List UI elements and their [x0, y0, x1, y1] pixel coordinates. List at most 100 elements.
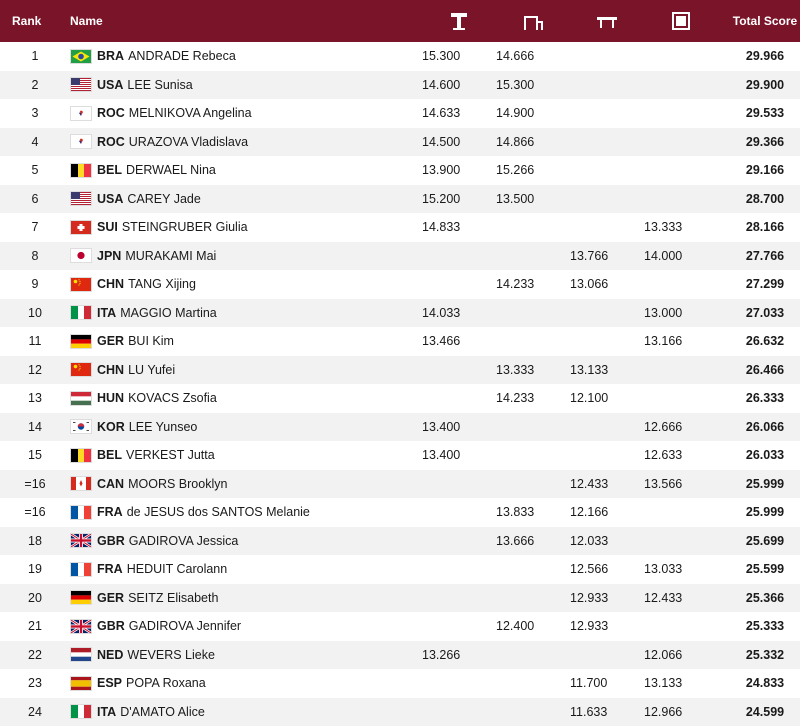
table-row[interactable]: 12 CHN LU Yufei 13.333 13.133 26.466 [0, 355, 800, 385]
table-row[interactable]: 15 BEL VERKEST Jutta 13.400 12.633 26.033 [0, 441, 800, 470]
total-score: 26.466 [745, 362, 785, 377]
header-rank: Rank [12, 14, 42, 28]
athlete-name[interactable]: STEINGRUBER Giulia [121, 220, 248, 235]
header-vault [422, 0, 496, 42]
name-cell: CHN LU Yufei [70, 356, 422, 385]
athlete-name[interactable]: HEDUIT Carolann [126, 562, 228, 577]
table-row[interactable]: 6 USA CAREY Jade 15.200 13.500 28.700 [0, 184, 800, 213]
athlete-name[interactable]: LEE Sunisa [127, 77, 193, 92]
athlete-name[interactable]: POPA Roxana [126, 676, 206, 691]
athlete-name[interactable]: TANG Xijing [128, 277, 196, 292]
floor-score [644, 498, 718, 527]
uneven-bars-score [496, 641, 570, 670]
athlete-name[interactable]: LEE Yunseo [128, 419, 198, 434]
name-cell: ITA MAGGIO Martina [70, 299, 422, 328]
athlete-name[interactable]: GADIROVA Jennifer [128, 619, 242, 634]
athlete-name[interactable]: MOORS Brooklyn [128, 476, 228, 491]
noc-code: ESP [97, 676, 123, 691]
name-cell: BEL VERKEST Jutta [70, 441, 422, 470]
athlete-name[interactable]: D'AMATO Alice [120, 704, 205, 719]
balance-beam-score [570, 213, 644, 242]
chn-flag-icon [70, 362, 92, 378]
esp-flag-icon [70, 675, 92, 691]
name-cell: BEL DERWAEL Nina [70, 156, 422, 185]
total-score: 24.833 [745, 676, 785, 691]
balance-beam-score [570, 413, 644, 442]
athlete-name[interactable]: URAZOVA Vladislava [128, 134, 249, 149]
table-row[interactable]: 5 BEL DERWAEL Nina 13.900 15.266 29.166 [0, 156, 800, 185]
athlete-name[interactable]: KOVACS Zsofia [128, 391, 217, 406]
table-row[interactable]: 8 JPN MURAKAMI Mai 13.766 14.000 27.766 [0, 241, 800, 271]
uneven-bars-score: 15.266 [496, 163, 535, 178]
table-row[interactable]: 10 ITA MAGGIO Martina 14.033 13.000 27.033 [0, 298, 800, 328]
table-row[interactable]: 1 BRA ANDRADE Rebeca 15.300 14.666 29.966 [0, 42, 800, 71]
vault-score: 15.300 [422, 49, 461, 64]
athlete-name[interactable]: MAGGIO Martina [120, 305, 217, 320]
noc-code: USA [97, 77, 124, 92]
table-row[interactable]: 11 GER BUI Kim 13.466 13.166 26.632 [0, 327, 800, 356]
table-row[interactable]: 7 SUI STEINGRUBER Giulia 14.833 13.333 28.166 [0, 213, 800, 242]
table-row[interactable]: 9 CHN TANG Xijing 14.233 13.066 27.299 [0, 270, 800, 299]
total-score: 25.999 [745, 476, 785, 491]
floor-score: 13.333 [644, 220, 683, 235]
jpn-flag-icon [70, 248, 92, 264]
name-cell: FRA de JESUS dos SANTOS Melanie [70, 498, 422, 527]
balance-beam-score: 12.033 [570, 533, 609, 548]
table-row[interactable]: 18 GBR GADIROVA Jessica 13.666 12.033 25.699 [0, 526, 800, 555]
table-row[interactable]: 24 ITA D'AMATO Alice 11.633 12.966 24.599 [0, 697, 800, 727]
athlete-name[interactable]: CAREY Jade [127, 191, 201, 206]
table-row[interactable]: 2 USA LEE Sunisa 14.600 15.300 29.900 [0, 70, 800, 99]
vault-score: 13.466 [422, 334, 461, 349]
name-cell: ROC MELNIKOVA Angelina [70, 99, 422, 128]
table-row[interactable]: 20 GER SEITZ Elisabeth 12.933 12.433 25.366 [0, 583, 800, 613]
total-score: 25.333 [745, 619, 785, 634]
athlete-name[interactable]: DERWAEL Nina [126, 163, 216, 178]
rank-cell: 11 [28, 334, 42, 349]
table-row[interactable]: 21 GBR GADIROVA Jennifer 12.400 12.933 25.333 [0, 612, 800, 641]
vault-score: 14.633 [422, 106, 461, 121]
table-row[interactable]: 23 ESP POPA Roxana 11.700 13.133 24.833 [0, 669, 800, 698]
total-score: 25.366 [745, 590, 785, 605]
usa-flag-icon [70, 191, 92, 207]
ger-flag-icon [70, 590, 92, 606]
uneven-bars-score [496, 698, 570, 727]
rank-cell: 4 [31, 134, 39, 149]
table-row[interactable]: 3 ROC MELNIKOVA Angelina 14.633 14.900 29.533 [0, 99, 800, 128]
table-row[interactable]: 4 ROC URAZOVA Vladislava 14.500 14.866 29.366 [0, 127, 800, 156]
table-row[interactable]: 19 FRA HEDUIT Carolann 12.566 13.033 25.599 [0, 555, 800, 584]
table-row[interactable]: =16 CAN MOORS Brooklyn 12.433 13.566 25.999 [0, 469, 800, 498]
athlete-name[interactable]: SEITZ Elisabeth [128, 590, 219, 605]
fra-flag-icon [70, 561, 92, 577]
athlete-name[interactable]: ANDRADE Rebeca [128, 49, 236, 64]
uneven-bars-score: 14.900 [496, 106, 535, 121]
athlete-name[interactable]: MELNIKOVA Angelina [128, 106, 252, 121]
uneven-bars-score [496, 213, 570, 242]
name-cell: GER SEITZ Elisabeth [70, 584, 422, 613]
uneven-bars-score [496, 441, 570, 470]
header-name: Name [70, 14, 103, 28]
uneven-bars-score [496, 584, 570, 613]
balance-beam-icon [597, 17, 617, 28]
athlete-name[interactable]: VERKEST Jutta [126, 448, 215, 463]
vault-score [422, 242, 496, 271]
gbr-flag-icon [70, 533, 92, 549]
athlete-name[interactable]: MURAKAMI Mai [125, 248, 217, 263]
uneven-bars-score [496, 242, 570, 271]
ita-flag-icon [70, 704, 92, 720]
balance-beam-score [570, 441, 644, 470]
athlete-name[interactable]: BUI Kim [128, 334, 174, 349]
ger-flag-icon [70, 333, 92, 349]
uneven-bars-score: 13.333 [496, 362, 535, 377]
table-row[interactable]: 13 HUN KOVACS Zsofia 14.233 12.100 26.333 [0, 384, 800, 413]
athlete-name[interactable]: WEVERS Lieke [127, 647, 215, 662]
name-cell: KOR LEE Yunseo [70, 413, 422, 442]
athlete-name[interactable]: GADIROVA Jessica [128, 533, 239, 548]
total-score: 29.533 [745, 106, 785, 121]
table-row[interactable]: 14 KOR LEE Yunseo 13.400 12.666 26.066 [0, 412, 800, 442]
chn-flag-icon [70, 276, 92, 292]
athlete-name[interactable]: de JESUS dos SANTOS Melanie [126, 505, 310, 520]
table-row[interactable]: 22 NED WEVERS Lieke 13.266 12.066 25.332 [0, 640, 800, 670]
athlete-name[interactable]: LU Yufei [128, 362, 176, 377]
hun-flag-icon [70, 390, 92, 406]
table-row[interactable]: =16 FRA de JESUS dos SANTOS Melanie 13.833 1… [0, 498, 800, 527]
